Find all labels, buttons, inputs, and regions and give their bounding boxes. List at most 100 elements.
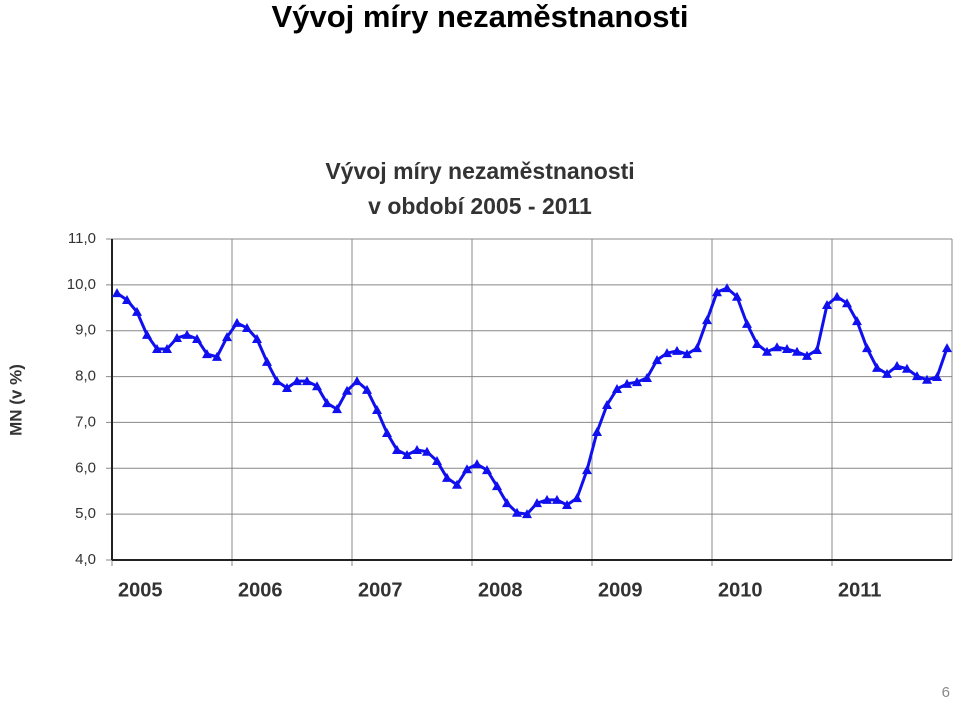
marker xyxy=(432,455,442,465)
marker xyxy=(172,333,182,343)
marker xyxy=(562,499,572,509)
marker xyxy=(672,345,682,355)
marker xyxy=(512,507,522,517)
page-number: 6 xyxy=(942,684,950,701)
y-tick-label: 8,0 xyxy=(75,368,96,385)
marker xyxy=(692,343,702,353)
marker xyxy=(292,376,302,386)
marker xyxy=(522,509,532,519)
marker xyxy=(792,346,802,356)
marker xyxy=(402,449,412,459)
marker xyxy=(392,444,402,454)
x-tick-label: 2008 xyxy=(478,579,523,601)
marker xyxy=(112,288,122,298)
marker xyxy=(132,306,142,316)
marker xyxy=(702,315,712,325)
marker xyxy=(452,479,462,489)
y-tick-label: 11,0 xyxy=(68,230,96,247)
marker xyxy=(142,329,152,339)
marker xyxy=(612,383,622,393)
marker xyxy=(212,351,222,361)
y-tick-label: 4,0 xyxy=(75,551,96,568)
marker xyxy=(932,372,942,382)
marker xyxy=(752,339,762,349)
marker xyxy=(882,368,892,378)
marker xyxy=(542,494,552,504)
marker xyxy=(762,346,772,356)
chart-subtitle: v období 2005 - 2011 xyxy=(368,193,592,219)
marker xyxy=(322,398,332,408)
marker xyxy=(372,405,382,415)
marker xyxy=(772,342,782,352)
marker xyxy=(362,384,372,394)
marker xyxy=(862,343,872,353)
marker xyxy=(252,333,262,343)
marker xyxy=(502,498,512,508)
marker xyxy=(342,385,352,395)
marker xyxy=(722,283,732,293)
marker xyxy=(852,316,862,326)
marker xyxy=(602,400,612,410)
marker xyxy=(182,329,192,339)
marker xyxy=(582,465,592,475)
y-axis-label: MN (v %) xyxy=(6,364,25,436)
marker xyxy=(282,383,292,393)
marker xyxy=(842,298,852,308)
marker xyxy=(912,371,922,381)
marker xyxy=(412,444,422,454)
marker xyxy=(192,333,202,343)
marker xyxy=(712,287,722,297)
slide-title: Vývoj míry nezaměstnanosti xyxy=(272,0,689,34)
marker xyxy=(262,356,272,366)
x-tick-label: 2006 xyxy=(238,579,283,601)
marker xyxy=(802,350,812,360)
marker xyxy=(782,344,792,354)
chart-title: Vývoj míry nezaměstnanosti xyxy=(325,158,634,184)
x-tick-label: 2007 xyxy=(358,579,403,601)
x-tick-label: 2005 xyxy=(118,579,163,601)
marker xyxy=(622,378,632,388)
marker xyxy=(272,376,282,386)
marker xyxy=(532,498,542,508)
marker xyxy=(682,349,692,359)
marker xyxy=(202,349,212,359)
marker xyxy=(462,464,472,474)
marker xyxy=(942,343,952,353)
marker xyxy=(442,472,452,482)
marker xyxy=(742,318,752,328)
marker xyxy=(492,481,502,491)
marker xyxy=(552,494,562,504)
marker xyxy=(352,376,362,386)
x-tick-label: 2010 xyxy=(718,579,763,601)
marker xyxy=(222,332,232,342)
y-tick-label: 9,0 xyxy=(75,322,96,339)
marker xyxy=(812,344,822,354)
marker xyxy=(892,361,902,371)
x-tick-label: 2009 xyxy=(598,579,643,601)
marker xyxy=(312,381,322,391)
marker xyxy=(832,291,842,301)
y-tick-label: 7,0 xyxy=(75,413,96,430)
marker xyxy=(572,493,582,503)
marker xyxy=(162,344,172,354)
marker xyxy=(332,404,342,414)
x-tick-label: 2011 xyxy=(838,579,881,601)
marker xyxy=(152,344,162,354)
marker xyxy=(232,317,242,327)
marker xyxy=(662,348,672,358)
marker xyxy=(732,291,742,301)
data-line xyxy=(116,286,949,516)
marker xyxy=(632,377,642,387)
marker xyxy=(242,322,252,332)
marker xyxy=(592,427,602,437)
marker xyxy=(642,372,652,382)
marker xyxy=(902,363,912,373)
marker xyxy=(822,300,832,310)
marker xyxy=(122,294,132,304)
marker xyxy=(482,465,492,475)
marker xyxy=(422,446,432,456)
marker xyxy=(472,459,482,469)
marker xyxy=(872,362,882,372)
marker xyxy=(922,374,932,384)
